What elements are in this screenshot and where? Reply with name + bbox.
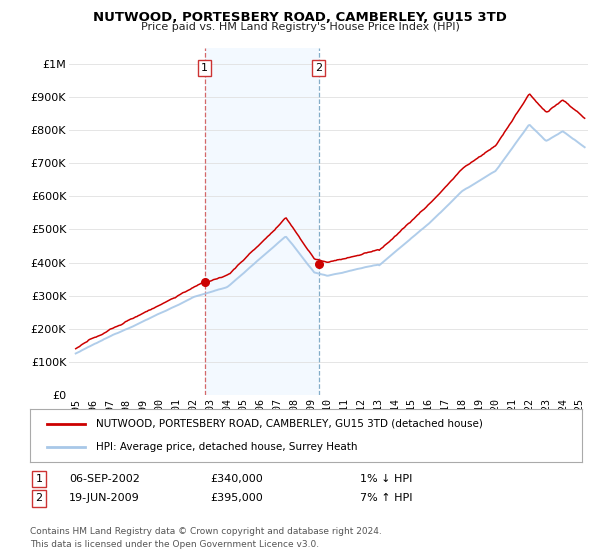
Text: £340,000: £340,000: [210, 474, 263, 484]
Text: £395,000: £395,000: [210, 493, 263, 503]
Text: 1: 1: [201, 63, 208, 73]
Text: 19-JUN-2009: 19-JUN-2009: [69, 493, 140, 503]
Text: 06-SEP-2002: 06-SEP-2002: [69, 474, 140, 484]
Text: NUTWOOD, PORTESBERY ROAD, CAMBERLEY, GU15 3TD: NUTWOOD, PORTESBERY ROAD, CAMBERLEY, GU1…: [93, 11, 507, 24]
Text: This data is licensed under the Open Government Licence v3.0.: This data is licensed under the Open Gov…: [30, 540, 319, 549]
Text: NUTWOOD, PORTESBERY ROAD, CAMBERLEY, GU15 3TD (detached house): NUTWOOD, PORTESBERY ROAD, CAMBERLEY, GU1…: [96, 419, 483, 429]
Text: 1: 1: [35, 474, 43, 484]
Text: HPI: Average price, detached house, Surrey Heath: HPI: Average price, detached house, Surr…: [96, 442, 358, 452]
Text: Contains HM Land Registry data © Crown copyright and database right 2024.: Contains HM Land Registry data © Crown c…: [30, 528, 382, 536]
Bar: [205, 48, 319, 395]
Text: 7% ↑ HPI: 7% ↑ HPI: [360, 493, 413, 503]
Text: 2: 2: [35, 493, 43, 503]
Text: Price paid vs. HM Land Registry's House Price Index (HPI): Price paid vs. HM Land Registry's House …: [140, 22, 460, 32]
Text: 2: 2: [315, 63, 322, 73]
Text: 1% ↓ HPI: 1% ↓ HPI: [360, 474, 412, 484]
